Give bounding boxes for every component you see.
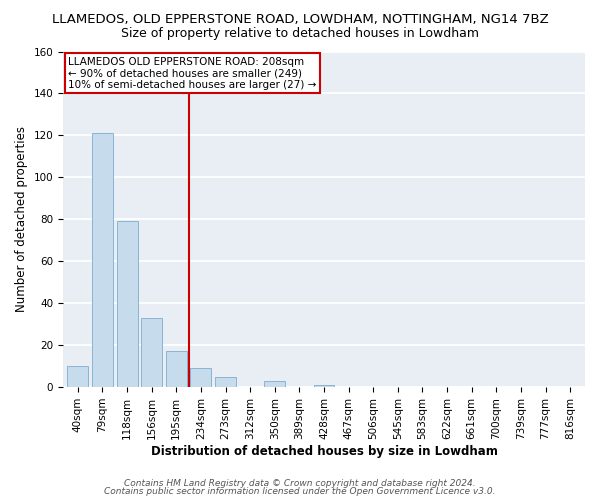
Bar <box>67 366 88 387</box>
Bar <box>116 222 137 387</box>
Bar <box>265 381 285 387</box>
Bar <box>215 376 236 387</box>
Text: Contains HM Land Registry data © Crown copyright and database right 2024.: Contains HM Land Registry data © Crown c… <box>124 478 476 488</box>
Text: Size of property relative to detached houses in Lowdham: Size of property relative to detached ho… <box>121 28 479 40</box>
Text: Contains public sector information licensed under the Open Government Licence v3: Contains public sector information licen… <box>104 487 496 496</box>
Bar <box>190 368 211 387</box>
Text: LLAMEDOS, OLD EPPERSTONE ROAD, LOWDHAM, NOTTINGHAM, NG14 7BZ: LLAMEDOS, OLD EPPERSTONE ROAD, LOWDHAM, … <box>52 12 548 26</box>
Bar <box>166 352 187 387</box>
Bar <box>92 134 113 387</box>
Bar <box>314 385 334 387</box>
Bar <box>141 318 162 387</box>
Text: LLAMEDOS OLD EPPERSTONE ROAD: 208sqm
← 90% of detached houses are smaller (249)
: LLAMEDOS OLD EPPERSTONE ROAD: 208sqm ← 9… <box>68 56 317 90</box>
Y-axis label: Number of detached properties: Number of detached properties <box>15 126 28 312</box>
X-axis label: Distribution of detached houses by size in Lowdham: Distribution of detached houses by size … <box>151 444 497 458</box>
